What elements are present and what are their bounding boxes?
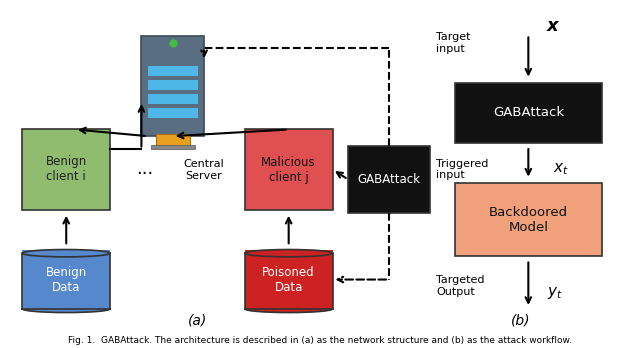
Text: Benign
Data: Benign Data <box>45 266 87 293</box>
Text: Triggered
input: Triggered input <box>436 159 488 180</box>
Text: $\boldsymbol{x_t}$: $\boldsymbol{x_t}$ <box>554 162 570 177</box>
Bar <box>151 145 195 149</box>
Text: GABAttack: GABAttack <box>493 106 564 119</box>
Text: $\boldsymbol{x}$: $\boldsymbol{x}$ <box>546 17 561 35</box>
Text: (b): (b) <box>511 314 531 328</box>
Text: Target
input: Target input <box>436 32 470 54</box>
Text: Poisoned
Data: Poisoned Data <box>262 266 315 293</box>
Text: (a): (a) <box>188 314 207 328</box>
Text: GABAttack: GABAttack <box>357 173 420 186</box>
Ellipse shape <box>22 250 110 257</box>
Bar <box>454 83 602 143</box>
Ellipse shape <box>245 250 333 257</box>
Bar <box>148 66 198 76</box>
Bar <box>454 183 602 256</box>
Text: ...: ... <box>136 160 153 179</box>
Bar <box>148 80 198 90</box>
Text: Backdoored
Model: Backdoored Model <box>489 206 568 234</box>
Ellipse shape <box>245 305 333 313</box>
Bar <box>245 250 333 309</box>
Bar <box>22 250 110 309</box>
Text: Benign
client i: Benign client i <box>45 156 87 183</box>
Bar <box>148 108 198 118</box>
Ellipse shape <box>22 305 110 313</box>
Text: Targeted
Output: Targeted Output <box>436 275 484 297</box>
Bar <box>148 94 198 104</box>
Bar <box>22 129 110 209</box>
Bar <box>245 129 333 209</box>
Bar <box>156 134 190 146</box>
Bar <box>141 36 204 136</box>
Text: Malicious
client j: Malicious client j <box>261 156 316 183</box>
Text: $\boldsymbol{y_t}$: $\boldsymbol{y_t}$ <box>547 285 563 301</box>
Bar <box>348 146 429 213</box>
Text: Fig. 1.  GABAttack. The architecture is described in (a) as the network structur: Fig. 1. GABAttack. The architecture is d… <box>68 336 572 345</box>
Text: Central
Server: Central Server <box>184 159 225 181</box>
